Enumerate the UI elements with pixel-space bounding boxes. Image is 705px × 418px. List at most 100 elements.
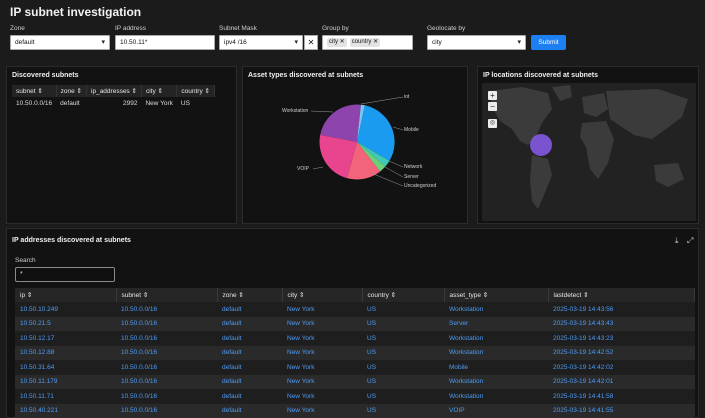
table-cell[interactable]: 10.50.12.88	[15, 345, 116, 361]
table-cell[interactable]: US	[362, 345, 444, 361]
table-cell[interactable]: VOIP	[444, 403, 548, 418]
table-cell[interactable]: 10.50.0.0/16	[116, 389, 217, 404]
table-row[interactable]: 10.50.0.0/16 default 2992 New York US	[16, 99, 190, 107]
column-header[interactable]: zone ⇕	[217, 288, 283, 302]
table-cell[interactable]: Workstation	[444, 389, 548, 404]
table-cell[interactable]: US	[362, 389, 444, 404]
table-cell[interactable]: 10.50.12.17	[15, 331, 116, 346]
table-cell[interactable]: 2025-03-19 14:42:52	[548, 345, 695, 361]
group-chip-country[interactable]: country ✕	[349, 38, 381, 47]
table-cell[interactable]: 2025-03-19 14:43:23	[548, 331, 695, 346]
table-cell[interactable]: US	[362, 360, 444, 375]
submit-button[interactable]: Submit	[531, 35, 566, 50]
table-cell[interactable]: Workstation	[444, 345, 548, 361]
table-cell[interactable]: 2025-03-19 14:43:56	[548, 302, 695, 317]
panel-title: Asset types discovered at subnets	[248, 72, 364, 79]
table-cell[interactable]: 2025-03-19 14:41:58	[548, 389, 695, 404]
table-row[interactable]: 10.50.12.88 10.50.0.0/16 default New York US…	[15, 345, 695, 361]
group-by-multiselect[interactable]: city ✕ country ✕	[322, 35, 413, 50]
table-cell[interactable]: 10.50.0.0/16	[116, 403, 217, 418]
table-cell[interactable]: default	[217, 331, 282, 346]
expand-icon[interactable]: ⤢	[687, 236, 694, 245]
locate-icon[interactable]: ◎	[488, 119, 497, 128]
table-cell[interactable]: 10.50.11.71	[15, 389, 116, 404]
table-cell[interactable]: New York	[282, 302, 362, 317]
table-cell[interactable]: New York	[282, 374, 362, 390]
column-header[interactable]: ip ⇕	[15, 288, 117, 302]
table-row[interactable]: 10.50.21.5 10.50.0.0/16 default New York US S…	[15, 316, 695, 332]
table-cell[interactable]: Server	[444, 316, 548, 332]
column-header[interactable]: country ⇕	[362, 288, 445, 302]
column-header[interactable]: city ⇕	[282, 288, 363, 302]
table-cell[interactable]: New York	[282, 345, 362, 361]
table-cell[interactable]: New York	[282, 316, 362, 332]
subnet-mask-select[interactable]: ipv4 /16 ▾	[219, 35, 303, 50]
table-cell[interactable]: Workstation	[444, 302, 548, 317]
table-cell[interactable]: default	[217, 374, 282, 390]
pie-slice-iot	[357, 104, 365, 142]
table-cell[interactable]: Mobile	[444, 360, 548, 375]
table-cell[interactable]: default	[217, 345, 282, 361]
table-cell[interactable]: US	[362, 316, 444, 332]
column-header[interactable]: subnet ⇕	[116, 288, 218, 302]
pie-slice-server	[357, 142, 386, 172]
table-cell[interactable]: default	[217, 360, 282, 375]
table-row[interactable]: 10.50.11.71 10.50.0.0/16 default New York US…	[15, 389, 695, 404]
download-icon[interactable]: ⤓	[675, 236, 679, 245]
column-header[interactable]: asset_type ⇕	[444, 288, 549, 302]
legend-network: Network	[404, 164, 423, 170]
column-header[interactable]: lastdetect ⇕	[548, 288, 695, 302]
table-cell[interactable]: 10.50.21.5	[15, 316, 116, 332]
search-input[interactable]: *	[15, 267, 115, 282]
table-cell[interactable]: 10.50.0.0/16	[116, 331, 217, 346]
table-cell[interactable]: 10.50.31.64	[15, 360, 116, 375]
table-cell[interactable]: New York	[282, 331, 362, 346]
table-cell[interactable]: 2025-03-19 14:42:02	[548, 360, 695, 375]
table-cell[interactable]: Workstation	[444, 374, 548, 390]
table-cell[interactable]: default	[217, 389, 282, 404]
table-cell[interactable]: 10.50.40.221	[15, 403, 116, 418]
table-cell[interactable]: 10.50.10.249	[15, 302, 116, 317]
zoom-out-button[interactable]: −	[488, 102, 497, 111]
group-chip-city[interactable]: city ✕	[327, 38, 347, 47]
table-cell[interactable]: 2025-03-19 14:41:55	[548, 403, 695, 418]
table-cell[interactable]: 10.50.0.0/16	[116, 360, 217, 375]
table-cell[interactable]: default	[217, 302, 282, 317]
table-cell[interactable]: US	[362, 302, 444, 317]
column-header[interactable]: zone ⇕	[56, 85, 88, 97]
table-cell[interactable]: 10.50.0.0/16	[116, 302, 217, 317]
table-row[interactable]: 10.50.12.17 10.50.0.0/16 default New York US…	[15, 331, 695, 346]
table-cell[interactable]: US	[362, 331, 444, 346]
clear-mask-button[interactable]: ✕	[304, 35, 318, 50]
table-cell[interactable]: 2025-03-19 14:43:43	[548, 316, 695, 332]
world-map[interactable]	[482, 83, 696, 221]
table-cell[interactable]: New York	[282, 403, 362, 418]
table-row[interactable]: 10.50.40.221 10.50.0.0/16 default New York U…	[15, 403, 695, 418]
table-cell[interactable]: US	[362, 374, 444, 390]
column-header[interactable]: city ⇕	[141, 85, 178, 97]
table-cell[interactable]: 10.50.0.0/16	[116, 374, 217, 390]
table-cell[interactable]: 10.50.11.179	[15, 374, 116, 390]
legend-workstation: Workstation	[282, 108, 309, 114]
table-cell[interactable]: 10.50.0.0/16	[116, 316, 217, 332]
geolocate-select[interactable]: city ▾	[427, 35, 526, 50]
column-header[interactable]: country ⇕	[176, 85, 215, 97]
table-cell[interactable]: default	[217, 403, 282, 418]
table-cell[interactable]: 10.50.0.0/16	[116, 345, 217, 361]
table-row[interactable]: 10.50.10.249 10.50.0.0/16 default New York U…	[15, 302, 695, 317]
table-cell[interactable]: US	[362, 403, 444, 418]
table-cell[interactable]: Workstation	[444, 331, 548, 346]
zone-select[interactable]: default ▾	[10, 35, 110, 50]
zoom-in-button[interactable]: +	[488, 91, 497, 100]
ip-address-input[interactable]: 10.50.11*	[115, 35, 215, 50]
column-header[interactable]: subnet ⇕	[12, 85, 57, 97]
remove-chip-icon[interactable]: ✕	[373, 39, 379, 45]
remove-chip-icon[interactable]: ✕	[339, 39, 345, 45]
table-row[interactable]: 10.50.31.64 10.50.0.0/16 default New York US…	[15, 360, 695, 375]
table-cell[interactable]: default	[217, 316, 282, 332]
table-cell[interactable]: New York	[282, 389, 362, 404]
table-cell[interactable]: New York	[282, 360, 362, 375]
table-row[interactable]: 10.50.11.179 10.50.0.0/16 default New York U…	[15, 374, 695, 390]
table-cell[interactable]: 2025-03-19 14:42:01	[548, 374, 695, 390]
column-header[interactable]: ip_addresses ⇕	[86, 85, 142, 97]
